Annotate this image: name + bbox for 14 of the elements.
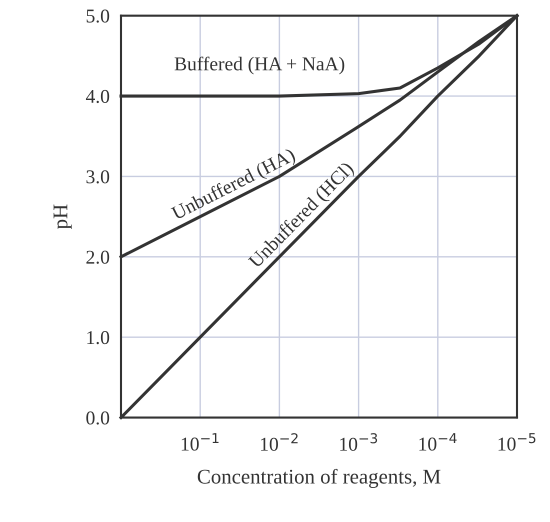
x-tick-label: 10$^{−4}$	[419, 433, 457, 451]
x-tick-label: 10$^{−1}$	[182, 433, 219, 451]
y-tick-label: 4.0	[86, 90, 110, 104]
y-tick-label: 2.0	[86, 250, 110, 264]
x-axis-title: Concentration of reagents, M	[198, 468, 440, 488]
x-tick-label: 10$^{−5}$	[498, 433, 536, 451]
y-axis-title: pH	[54, 204, 72, 230]
y-tick-label: 5.0	[86, 9, 110, 23]
x-tick-label: 10$^{−2}$	[260, 433, 298, 451]
x-tick-label: 10$^{−3}$	[340, 433, 378, 451]
series-label: Buffered (HA + NaA)	[174, 56, 344, 74]
y-tick-label: 0.0	[86, 411, 110, 425]
y-tick-label: 1.0	[87, 331, 110, 344]
y-tick-label: 3.0	[86, 170, 110, 184]
